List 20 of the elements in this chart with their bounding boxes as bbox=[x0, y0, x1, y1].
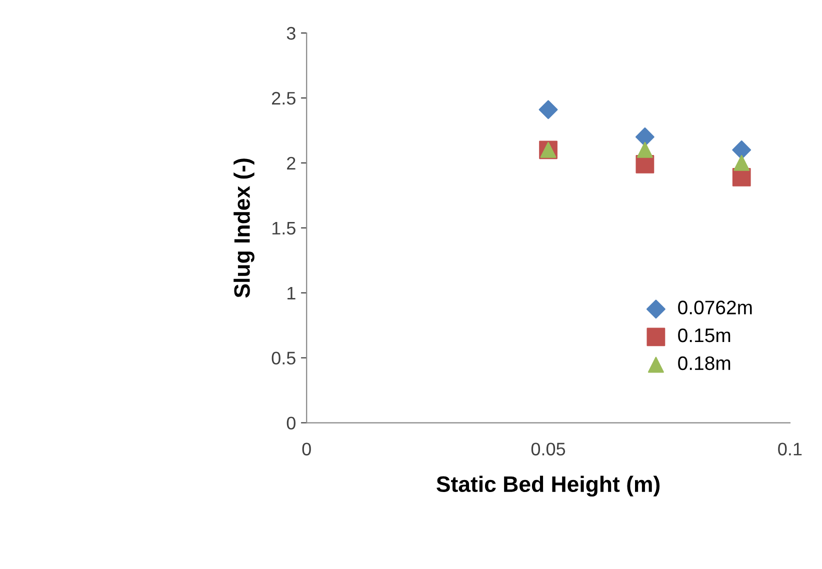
point bbox=[732, 140, 752, 160]
x-tick-label: 0.1 bbox=[778, 442, 802, 456]
point bbox=[636, 142, 653, 158]
y-tick-label: 2 bbox=[287, 156, 296, 170]
y-tick-label: 0 bbox=[286, 416, 296, 430]
y-tick-label: 1 bbox=[288, 286, 296, 300]
y-tick-label: 2.5 bbox=[272, 92, 296, 105]
x-tick-label: 0 bbox=[302, 442, 311, 456]
y-tick-label: 0.5 bbox=[272, 352, 296, 365]
point bbox=[635, 127, 654, 146]
y-axis-title: Slug Index (-) bbox=[234, 158, 254, 298]
legend-label: 0.0762m bbox=[678, 300, 752, 314]
x-axis-title: Static Bed Height (m) bbox=[436, 476, 660, 497]
point bbox=[734, 154, 750, 171]
legend-label: 0.15m bbox=[678, 328, 730, 342]
legend-label: 0.18m bbox=[678, 356, 730, 370]
point bbox=[538, 100, 558, 120]
x-tick-label: 0.05 bbox=[531, 442, 566, 456]
y-tick-label: 3 bbox=[286, 26, 296, 40]
y-tick-label: 1.5 bbox=[272, 222, 296, 235]
